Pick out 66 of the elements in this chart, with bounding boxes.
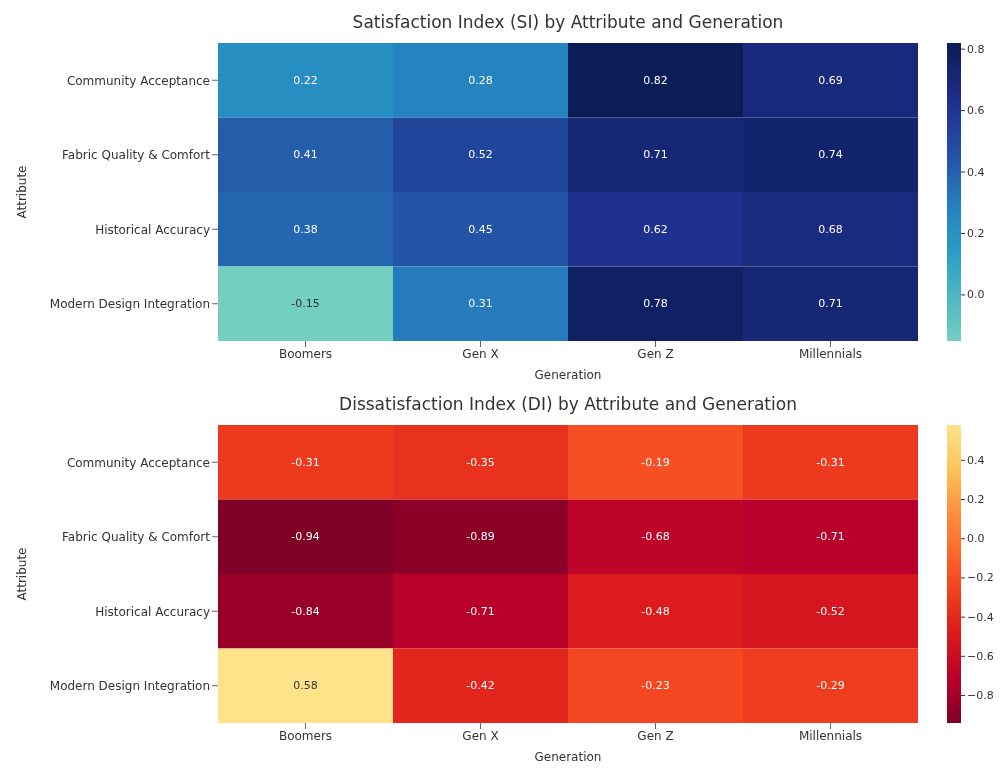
data-label: 0.69 [818, 73, 843, 87]
x-tick-label: Millennials [798, 346, 863, 361]
color-bar-label: 0.2 [967, 226, 985, 240]
x-tick-label: Boomers [278, 728, 333, 743]
data-label: 0.74 [818, 148, 843, 162]
y-tick-label: Modern Design Integration [49, 679, 210, 694]
data-label: -0.19 [641, 455, 670, 469]
data-label: 0.71 [643, 148, 668, 162]
data-label: 0.62 [643, 222, 668, 236]
color-bar-label: 0.0 [967, 288, 985, 302]
y-axis-title: Attribute [15, 165, 30, 219]
x-tick-label: Gen Z [637, 728, 674, 743]
data-label: 0.38 [293, 222, 318, 236]
data-label: 0.71 [818, 297, 843, 311]
color-bar-label: 0.2 [967, 493, 985, 506]
data-label: -0.31 [816, 455, 845, 469]
y-tick-label: Historical Accuracy [95, 604, 210, 619]
y-tick-label: Historical Accuracy [95, 222, 210, 237]
color-bar-label: −0.6 [967, 649, 994, 663]
data-label: -0.68 [641, 530, 670, 544]
data-label: 0.28 [468, 73, 493, 87]
data-label: 0.22 [293, 73, 318, 87]
data-label: 0.82 [643, 73, 668, 87]
data-label: -0.23 [641, 679, 670, 693]
data-label: -0.48 [641, 604, 670, 618]
x-tick-label: Boomers [278, 346, 333, 361]
color-bar-label: −0.8 [967, 689, 994, 703]
color-bar-label: 0.6 [967, 104, 985, 118]
y-tick-label: Fabric Quality & Comfort [62, 530, 211, 545]
x-tick-label: Gen Z [637, 346, 674, 361]
x-tick-label: Gen X [462, 728, 499, 743]
data-label: 0.58 [293, 679, 318, 693]
color-bar-label: −0.2 [967, 571, 994, 585]
data-label: -0.94 [291, 530, 320, 544]
data-label: -0.52 [816, 604, 845, 618]
data-label: -0.71 [816, 530, 845, 544]
data-label: 0.31 [468, 297, 493, 311]
y-tick-label: Community Acceptance [66, 73, 210, 88]
y-tick-label: Community Acceptance [66, 455, 210, 470]
data-label: -0.15 [291, 297, 320, 311]
color-bar-label: 0.8 [967, 42, 985, 56]
data-label: 0.68 [818, 222, 843, 236]
color-bar-label: 0.4 [967, 453, 985, 467]
chart-title: Satisfaction Index (SI) by Attribute and Generation [351, 12, 785, 32]
chart-title: Dissatisfaction Index (DI) by Attribute and Generation [338, 394, 798, 414]
y-tick-label: Fabric Quality & Comfort [62, 148, 211, 163]
data-label: 0.78 [643, 297, 668, 311]
data-label: -0.84 [291, 604, 320, 618]
data-label: 0.52 [468, 148, 493, 162]
y-axis-title: Attribute [15, 547, 30, 601]
data-label: -0.71 [466, 604, 495, 618]
y-tick-label: Modern Design Integration [49, 297, 210, 312]
color-bar-label: 0.0 [967, 532, 985, 546]
data-label: -0.35 [466, 455, 495, 469]
x-axis-title: Generation [534, 368, 602, 382]
x-tick-label: Millennials [798, 728, 863, 743]
color-bar-label: −0.4 [967, 610, 994, 624]
data-label: -0.89 [466, 530, 495, 544]
data-label: 0.41 [293, 148, 318, 162]
data-label: 0.45 [468, 222, 493, 236]
x-axis-title: Generation [534, 750, 602, 764]
data-label: -0.42 [466, 679, 495, 693]
data-label: -0.31 [291, 455, 320, 469]
color-bar-label: 0.4 [967, 165, 985, 179]
x-tick-label: Gen X [462, 346, 499, 361]
data-label: -0.29 [816, 679, 845, 693]
